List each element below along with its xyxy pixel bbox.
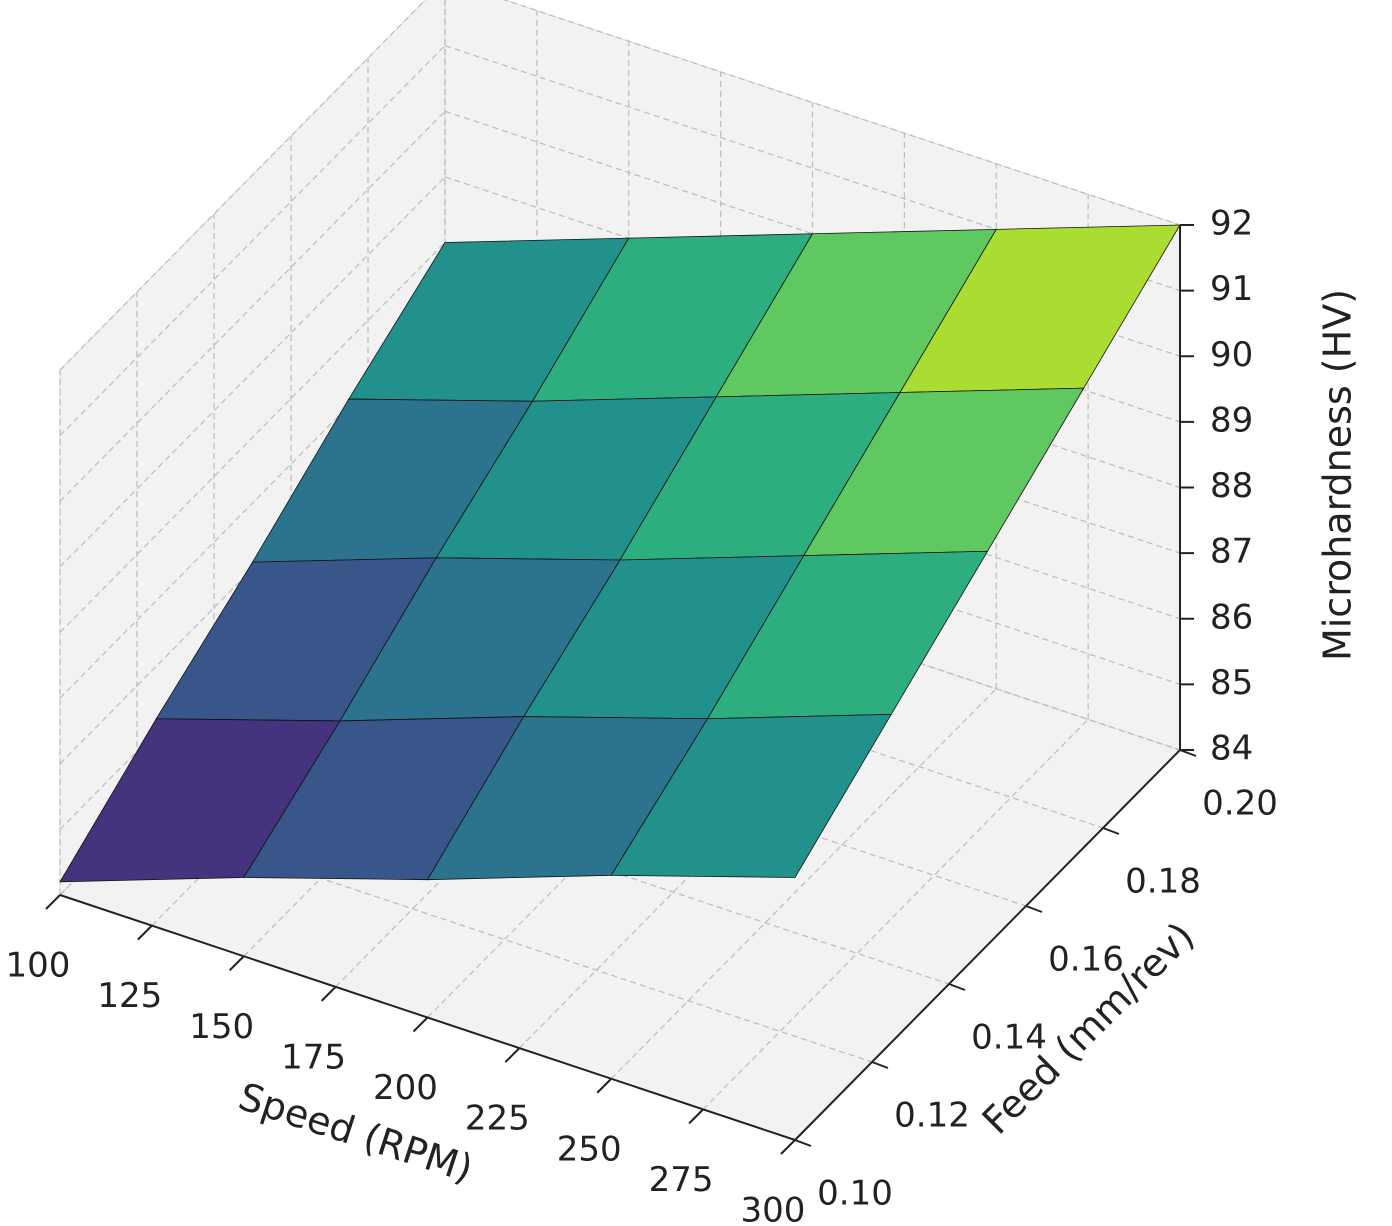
y-tick-label: 0.18 — [1125, 862, 1201, 902]
x-tick — [229, 955, 245, 971]
grid-line — [59, 110, 446, 502]
axis-line — [794, 749, 1181, 1141]
grid-line — [444, 438, 1181, 685]
x-tick-label: 300 — [741, 1191, 806, 1226]
x-tick-label: 225 — [465, 1099, 530, 1139]
grid-line — [444, 307, 1181, 554]
grid-line — [503, 0, 1181, 226]
y-tick — [948, 983, 966, 991]
z-tick-label: 91 — [1210, 269, 1253, 309]
z-tick-label: 89 — [1210, 400, 1253, 440]
z-tick-label: 90 — [1210, 335, 1253, 375]
y-tick-label: 0.12 — [894, 1096, 970, 1136]
x-tick — [320, 986, 337, 1002]
z-tick-label: 88 — [1210, 466, 1253, 506]
grid-line — [610, 688, 997, 1080]
grid-line — [59, 242, 446, 633]
grid-line — [59, 176, 446, 568]
y-tick-label: 0.20 — [1202, 784, 1278, 824]
x-tick — [45, 894, 61, 910]
y-tick — [1102, 827, 1120, 835]
grid-line — [59, 0, 427, 371]
grid-line — [290, 660, 1027, 907]
x-tick-label: 200 — [373, 1068, 438, 1108]
y-tick — [1025, 905, 1043, 913]
grid-line — [444, 504, 1181, 751]
x-tick-label: 100 — [6, 946, 71, 986]
surface-patch — [610, 713, 892, 878]
grid-line — [59, 307, 446, 699]
surface — [59, 224, 1181, 883]
x-tick — [137, 924, 153, 941]
y-tick-label: 0.16 — [1048, 940, 1124, 980]
z-tick-label: 85 — [1210, 663, 1253, 703]
x-tick — [688, 1108, 704, 1125]
z-axis-label: Microhardness (HV) — [1316, 289, 1360, 661]
grid-line — [444, 241, 1181, 489]
x-tick-label: 250 — [557, 1129, 622, 1169]
x-tick-label: 175 — [281, 1037, 346, 1077]
axis-line — [59, 894, 796, 1141]
x-axis-label: Speed (RPM) — [233, 1074, 478, 1191]
y-tick — [871, 1061, 889, 1069]
y-tick-label: 0.14 — [971, 1018, 1047, 1058]
z-tick-label: 86 — [1210, 597, 1253, 637]
z-tick-label: 92 — [1210, 204, 1253, 244]
grid-line — [367, 582, 1104, 829]
x-tick-label: 150 — [189, 1007, 254, 1047]
z-tick-label: 87 — [1210, 532, 1253, 572]
x-tick — [780, 1139, 796, 1155]
grid-line — [702, 718, 1089, 1110]
x-tick — [596, 1078, 612, 1094]
grid-line — [136, 816, 873, 1063]
grid-line — [59, 45, 446, 437]
x-tick-label: 125 — [97, 976, 162, 1016]
grid-line — [213, 738, 950, 985]
y-tick-label: 0.10 — [817, 1174, 893, 1214]
y-tick — [794, 1139, 812, 1147]
x-tick — [412, 1016, 429, 1033]
x-tick — [504, 1047, 521, 1063]
grid-line — [444, 373, 1181, 620]
z-tick-label: 84 — [1210, 729, 1253, 769]
x-tick-label: 275 — [649, 1160, 714, 1200]
